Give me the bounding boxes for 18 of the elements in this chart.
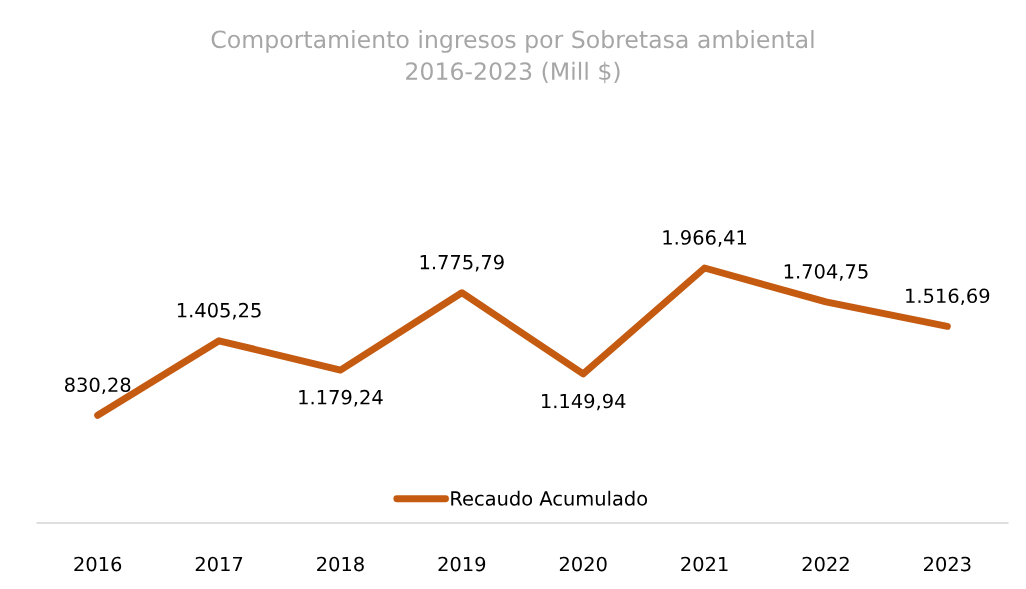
legend-label: Recaudo Acumulado [451, 490, 648, 506]
x-tick-label: 2023 [923, 556, 971, 572]
data-label: 1.775,79 [420, 254, 504, 272]
x-tick-label: 2021 [681, 556, 728, 572]
x-tick-label: 2018 [317, 556, 364, 572]
data-label: 1.966,41 [663, 230, 747, 247]
x-tick-label: 2020 [559, 556, 607, 572]
data-label: 1.149,94 [542, 393, 626, 411]
data-label: 1.516,69 [906, 288, 990, 306]
x-tick-label: 2022 [802, 556, 849, 572]
chart-title: Comportamiento ingresos por Sobretasa ambiental 2016-2023 (Mill $) [211, 30, 814, 84]
data-label: 1.179,24 [299, 389, 383, 407]
x-tick-label: 2017 [195, 556, 243, 572]
x-tick-label: 2016 [74, 556, 122, 572]
data-label: 1.704,75 [784, 264, 868, 281]
data-label: 830,28 [64, 377, 131, 395]
data-label: 1.405,25 [177, 302, 261, 320]
x-tick-label: 2019 [438, 556, 486, 572]
